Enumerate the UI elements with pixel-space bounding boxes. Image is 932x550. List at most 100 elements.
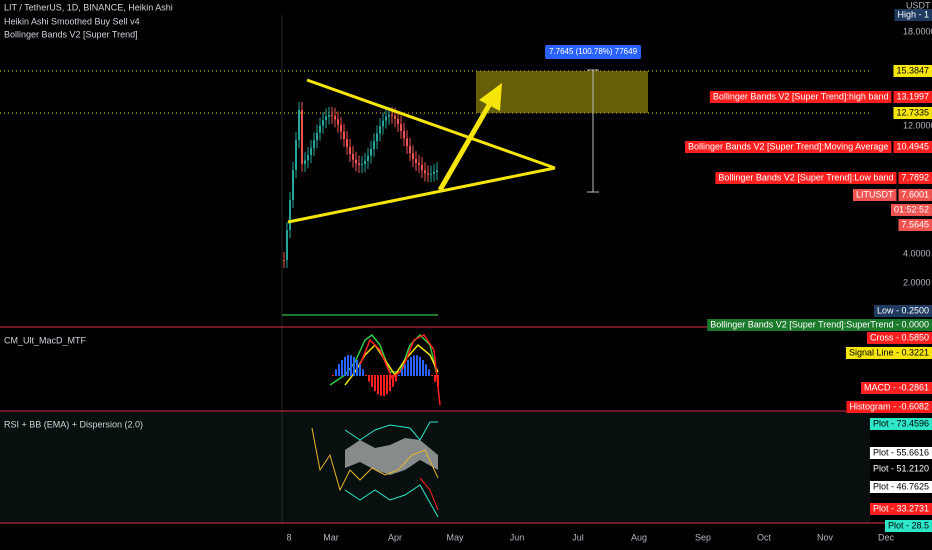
price-tag: Low - 0.2500	[877, 305, 929, 315]
price-tag-bg	[846, 401, 932, 413]
price-tag-bg	[884, 520, 932, 532]
price-tick: 12.0000	[903, 120, 932, 130]
time-tick: Jun	[510, 532, 525, 542]
price-tag: 01:52:52	[894, 204, 929, 214]
histogram-bar	[341, 359, 343, 376]
price-tag-bg	[869, 503, 932, 515]
price-tag-bg	[893, 65, 932, 77]
trendline	[287, 166, 556, 224]
price-tag-bg	[709, 91, 892, 103]
price-tag: Plot - 33.2731	[873, 503, 929, 513]
histogram-bar	[374, 375, 376, 392]
price-tag: Bollinger Bands V2 [Super Trend]:Low ban…	[718, 172, 893, 182]
histogram-bar	[383, 375, 385, 396]
histogram-bar	[377, 375, 379, 395]
rsi-plot	[311, 421, 439, 518]
candle	[406, 138, 408, 147]
candle	[382, 120, 384, 127]
rsi-band	[345, 438, 438, 475]
time-tick: Nov	[817, 532, 834, 542]
histogram-bar	[404, 364, 406, 376]
histogram-bar	[425, 364, 427, 376]
price-tags: High - 1 15.3847 13.1997 Bollinger Bands V2…	[684, 9, 932, 532]
candle	[424, 170, 426, 174]
price-tag-bg	[869, 447, 932, 459]
histogram-bar	[353, 356, 355, 376]
candle	[298, 110, 300, 140]
measure-tooltip-bg	[544, 45, 642, 59]
histogram-bar	[380, 375, 382, 396]
time-axis: 8 Mar Apr May Jun Jul Aug Sep Oct Nov Dec	[286, 532, 894, 542]
price-tick: 2.0000	[903, 277, 931, 287]
candle	[388, 115, 390, 117]
price-tag: Bollinger Bands V2 [Super Trend]:SuperTr…	[710, 319, 929, 329]
candle	[409, 146, 411, 154]
price-tag-bg	[860, 382, 932, 394]
candle	[337, 119, 339, 125]
candle	[325, 116, 327, 121]
price-tag: 15.3847	[896, 65, 929, 75]
price-tag-bg	[707, 319, 932, 331]
macd-plot	[329, 333, 441, 406]
time-tick: 8	[286, 532, 291, 542]
candle	[331, 115, 333, 117]
price-tag-bg	[890, 204, 932, 216]
price-tag-bg	[869, 481, 932, 493]
time-tick: Jul	[572, 532, 584, 542]
candle	[349, 146, 351, 154]
price-tag: 12.7335	[896, 107, 929, 117]
candle	[343, 131, 345, 140]
price-tag-bg	[893, 141, 932, 153]
histogram-bar	[356, 359, 358, 376]
price-tag-bg	[869, 418, 932, 430]
time-tick: Apr	[388, 532, 402, 542]
candle	[316, 132, 318, 141]
candle	[376, 133, 378, 142]
candle	[313, 140, 315, 149]
candle	[352, 153, 354, 160]
histogram-bar	[401, 369, 403, 376]
candle	[301, 110, 303, 164]
candle	[373, 141, 375, 149]
candle	[361, 164, 363, 166]
price-tag-bg	[873, 305, 932, 317]
price-tag: Signal Line - 0.3221	[849, 347, 929, 357]
candle	[283, 260, 285, 261]
candle	[403, 130, 405, 139]
candle	[433, 172, 435, 174]
histogram-bar	[428, 369, 430, 376]
histogram-bar	[359, 364, 361, 376]
candle	[385, 116, 387, 121]
time-tick: Sep	[695, 532, 711, 542]
candle	[370, 148, 372, 156]
histogram-bar	[371, 375, 373, 387]
price-tag-bg	[684, 141, 892, 153]
time-tick: May	[446, 532, 464, 542]
histogram-bar	[338, 364, 340, 376]
price-tag: Bollinger Bands V2 [Super Trend]:Moving …	[688, 141, 888, 151]
measure-tooltip: 7.7645 (100.78%) 77649	[549, 47, 638, 56]
candle	[394, 115, 396, 119]
price-tag: 7.5645	[901, 219, 929, 229]
histogram-bar	[419, 356, 421, 376]
price-tag-bg	[898, 172, 932, 184]
candle	[415, 159, 417, 164]
histogram-bar	[389, 375, 391, 392]
histogram-bar	[350, 355, 352, 376]
price-tag: Plot - 51.2120	[873, 463, 929, 473]
price-tag: Cross - 0.5850	[870, 332, 929, 342]
candle	[391, 115, 393, 117]
price-tag-bg	[845, 347, 932, 359]
candle	[346, 139, 348, 147]
price-tag: Plot - 55.6616	[873, 447, 929, 457]
candle	[358, 163, 360, 165]
price-tag-bg	[898, 189, 932, 201]
price-tag-bg	[893, 107, 932, 119]
price-tag: Histogram - -0.6082	[849, 401, 929, 411]
candle	[319, 125, 321, 133]
candle	[328, 115, 330, 117]
histogram-bar	[431, 375, 433, 377]
rsi-upper	[344, 421, 438, 441]
candle	[418, 163, 420, 165]
rsi-line	[311, 427, 439, 492]
